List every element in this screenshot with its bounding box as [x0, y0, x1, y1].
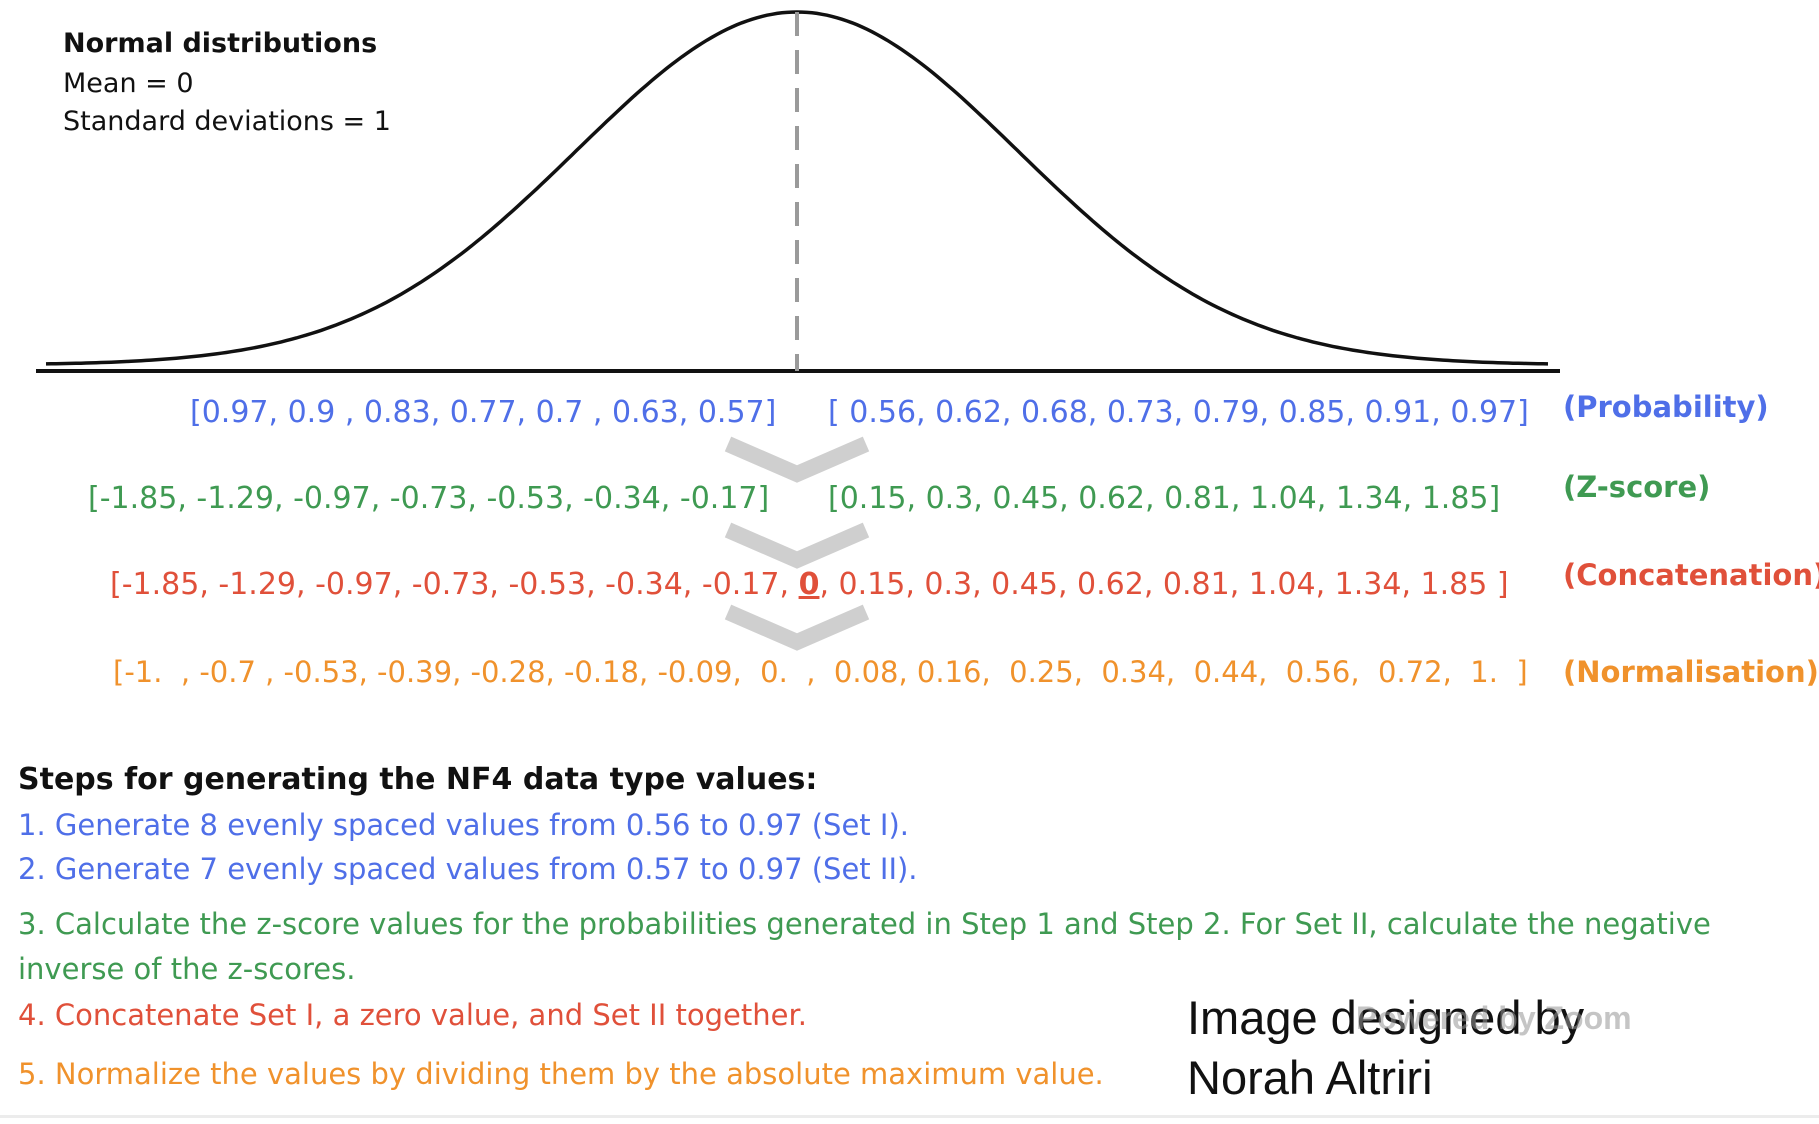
- concatenation-right-values: , 0.15, 0.3, 0.45, 0.62, 0.81, 1.04, 1.3…: [819, 567, 1509, 602]
- probability-left-values: [0.97, 0.9 , 0.83, 0.77, 0.7 , 0.63, 0.5…: [190, 395, 777, 430]
- chevron-down-icon: [724, 522, 870, 569]
- step-1: 1. Generate 8 evenly spaced values from …: [18, 808, 909, 842]
- zero-value: 0: [798, 567, 820, 602]
- step-4: 4. Concatenate Set I, a zero value, and …: [18, 998, 807, 1032]
- zscore-left-values: [-1.85, -1.29, -0.97, -0.73, -0.53, -0.3…: [88, 481, 770, 516]
- chevron-down-icon: [724, 436, 870, 483]
- normalisation-label: (Normalisation): [1563, 655, 1819, 689]
- step-2: 2. Generate 7 evenly spaced values from …: [18, 852, 918, 886]
- steps-title: Steps for generating the NF4 data type v…: [18, 762, 818, 797]
- mean-text: Mean = 0: [63, 68, 194, 99]
- concatenation-values: [-1.85, -1.29, -0.97, -0.73, -0.53, -0.3…: [110, 567, 1509, 602]
- std-text: Standard deviations = 1: [63, 106, 391, 137]
- zscore-right-values: [0.15, 0.3, 0.45, 0.62, 0.81, 1.04, 1.34…: [828, 481, 1501, 516]
- step-3: 3. Calculate the z-score values for the …: [18, 907, 1711, 986]
- step-5: 5. Normalize the values by dividing them…: [18, 1057, 1104, 1091]
- chevron-down-icon: [724, 604, 870, 651]
- zoom-watermark: Powered by Zoom: [1356, 1000, 1632, 1036]
- credit-line-1: Image designed by: [1187, 991, 1585, 1044]
- bottom-divider: [0, 1115, 1819, 1118]
- zscore-label: (Z-score): [1563, 470, 1711, 504]
- probability-label: (Probability): [1563, 390, 1769, 424]
- probability-right-values: [ 0.56, 0.62, 0.68, 0.73, 0.79, 0.85, 0.…: [828, 395, 1529, 430]
- concatenation-left-values: [-1.85, -1.29, -0.97, -0.73, -0.53, -0.3…: [110, 567, 790, 602]
- credit-line-2: Norah Altriri: [1187, 1051, 1433, 1104]
- concatenation-label: (Concatenation): [1563, 558, 1819, 592]
- normalisation-values: [-1. , -0.7 , -0.53, -0.39, -0.28, -0.18…: [113, 655, 1528, 689]
- info-title: Normal distributions: [63, 28, 378, 59]
